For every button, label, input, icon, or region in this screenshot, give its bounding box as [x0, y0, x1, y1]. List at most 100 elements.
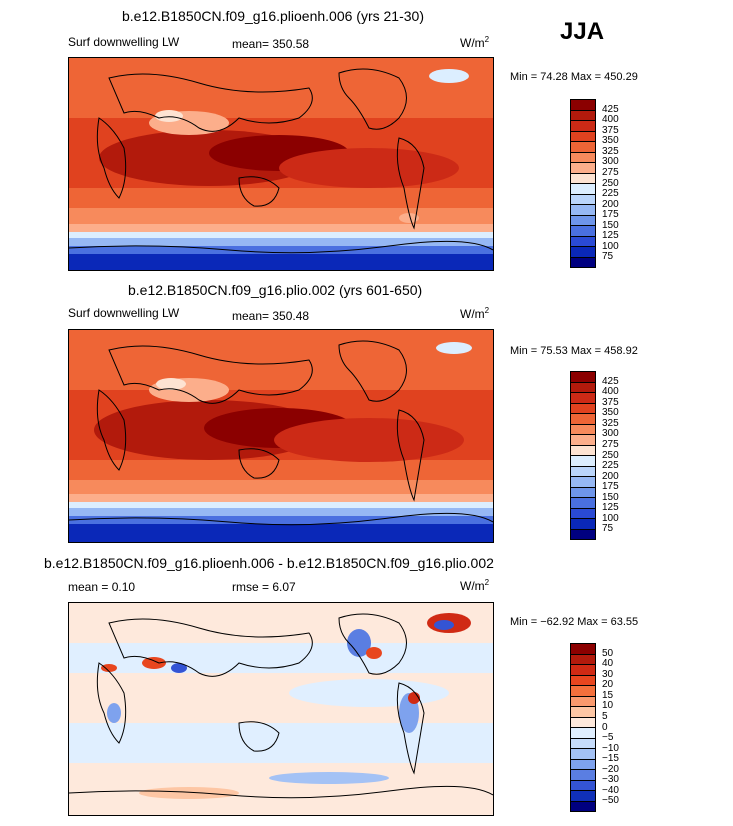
colorbar-swatch — [571, 226, 595, 237]
panel-2-mean: mean= 350.48 — [232, 309, 310, 323]
colorbar-swatch — [571, 487, 595, 498]
panel-1-title: b.e12.B1850CN.f09_g16.plioenh.006 (yrs 2… — [122, 8, 424, 24]
colorbar-level-label: −10 — [602, 742, 619, 754]
colorbar-level-label: 325 — [602, 145, 619, 157]
colorbar-swatch — [571, 498, 595, 509]
colorbar-level-label: 30 — [602, 668, 614, 680]
panel-3-rmse: rmse = 6.07 — [232, 580, 296, 594]
colorbar-swatch — [571, 131, 595, 142]
colorbar-swatch — [571, 728, 595, 739]
colorbar-swatch — [571, 445, 595, 456]
colorbar-swatch — [571, 403, 595, 414]
colorbar-swatch — [571, 508, 595, 519]
colorbar-swatch — [571, 382, 595, 393]
panel-1-map — [68, 57, 494, 271]
panel-3-map — [68, 602, 494, 816]
colorbar-swatch — [571, 215, 595, 226]
colorbar-swatch — [571, 654, 595, 665]
panel-1-units: W/m2 — [460, 35, 490, 50]
colorbar-swatch — [571, 519, 595, 530]
colorbar-swatch — [571, 372, 595, 383]
panel-2-min-max: Min = 75.53 Max = 458.92 — [510, 345, 638, 357]
colorbar-level-label: 225 — [602, 188, 619, 200]
colorbar-level-label: 400 — [602, 386, 619, 398]
colorbar-level-label: 125 — [602, 502, 619, 514]
colorbar-swatch — [571, 477, 595, 488]
colorbar-swatch — [571, 749, 595, 760]
colorbar-level-label: 150 — [602, 219, 619, 231]
colorbar-swatch — [571, 205, 595, 216]
panel-2-variable-label: Surf downwelling LW — [68, 306, 180, 320]
colorbar-swatch — [571, 257, 595, 267]
colorbar-swatch — [571, 173, 595, 184]
colorbar-swatch — [571, 424, 595, 435]
colorbar-level-label: 5 — [602, 710, 608, 722]
colorbar-swatch — [571, 142, 595, 153]
colorbar-level-label: 225 — [602, 460, 619, 472]
colorbar-level-label: 350 — [602, 407, 619, 419]
colorbar-swatch — [571, 665, 595, 676]
colorbar-level-label: 275 — [602, 438, 619, 450]
colorbar-swatch — [571, 675, 595, 686]
colorbar-level-label: 250 — [602, 449, 619, 461]
colorbar-level-label: 150 — [602, 491, 619, 503]
colorbar-swatch — [571, 456, 595, 467]
colorbar-swatch — [571, 393, 595, 404]
colorbar-level-label: 10 — [602, 700, 614, 712]
colorbar-level-label: 125 — [602, 230, 619, 242]
colorbar-level-label: 100 — [602, 240, 619, 252]
colorbar-swatch — [571, 236, 595, 247]
colorbar-swatch — [571, 247, 595, 258]
colorbar-swatch — [571, 152, 595, 163]
colorbar-swatch — [571, 435, 595, 446]
colorbar-level-label: −5 — [602, 732, 614, 744]
colorbar-level-label: 40 — [602, 658, 614, 670]
colorbar-level-label: 15 — [602, 689, 614, 701]
panel-3-colorbar — [570, 643, 596, 812]
colorbar-level-label: 200 — [602, 198, 619, 210]
colorbar-level-label: 175 — [602, 209, 619, 221]
colorbar-level-label: 350 — [602, 135, 619, 147]
colorbar-swatch — [571, 759, 595, 770]
colorbar-swatch — [571, 644, 595, 655]
colorbar-level-label: −40 — [602, 784, 619, 796]
panel-2-title: b.e12.B1850CN.f09_g16.plio.002 (yrs 601-… — [128, 282, 423, 298]
colorbar-swatch — [571, 110, 595, 121]
colorbar-swatch — [571, 100, 595, 111]
colorbar-level-label: 0 — [602, 721, 608, 733]
panel-2-units: W/m2 — [460, 306, 490, 321]
colorbar-level-label: 325 — [602, 417, 619, 429]
colorbar-level-label: 400 — [602, 114, 619, 126]
panel-1-colorbar — [570, 99, 596, 268]
colorbar-level-label: 20 — [602, 679, 614, 691]
panel-2-colorbar — [570, 371, 596, 540]
colorbar-level-label: 200 — [602, 470, 619, 482]
colorbar-level-label: 75 — [602, 251, 614, 263]
colorbar-swatch — [571, 770, 595, 781]
colorbar-level-label: −50 — [602, 795, 619, 807]
colorbar-swatch — [571, 801, 595, 811]
colorbar-level-label: 275 — [602, 166, 619, 178]
colorbar-swatch — [571, 466, 595, 477]
panel-3-units: W/m2 — [460, 578, 490, 593]
colorbar-level-label: 250 — [602, 177, 619, 189]
panel-3-title: b.e12.B1850CN.f09_g16.plioenh.006 - b.e1… — [44, 555, 494, 571]
colorbar-level-label: −15 — [602, 753, 619, 765]
colorbar-swatch — [571, 780, 595, 791]
colorbar-level-label: 300 — [602, 428, 619, 440]
panel-1-variable-label: Surf downwelling LW — [68, 35, 180, 49]
colorbar-level-label: 75 — [602, 523, 614, 535]
colorbar-level-label: 50 — [602, 647, 614, 659]
colorbar-swatch — [571, 414, 595, 425]
colorbar-swatch — [571, 529, 595, 539]
panel-2-map — [68, 329, 494, 543]
colorbar-level-label: 375 — [602, 124, 619, 136]
panel-3-min-max: Min = −62.92 Max = 63.55 — [510, 616, 639, 628]
panel-1-min-max: Min = 74.28 Max = 450.29 — [510, 71, 638, 83]
colorbar-swatch — [571, 738, 595, 749]
colorbar-level-label: 425 — [602, 103, 619, 115]
panel-3-mean: mean = 0.10 — [68, 580, 136, 594]
colorbar-swatch — [571, 717, 595, 728]
colorbar-level-label: 375 — [602, 396, 619, 408]
colorbar-level-label: 425 — [602, 375, 619, 387]
